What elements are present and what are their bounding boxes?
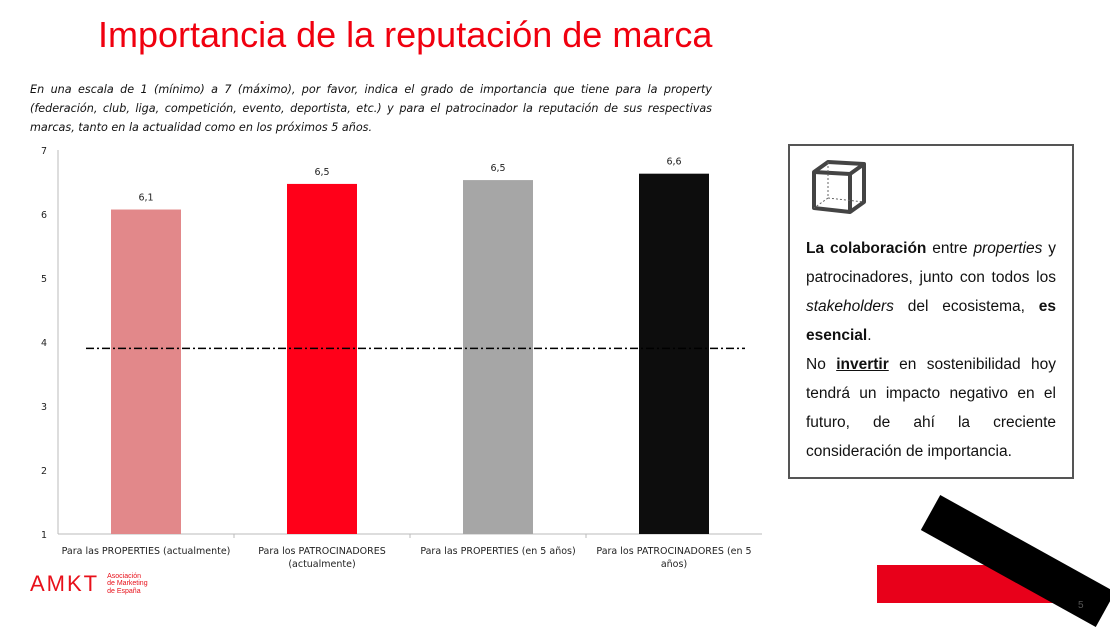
bar — [287, 183, 357, 535]
insight-text: La colaboración entre properties y patro… — [806, 234, 1056, 466]
x-tick-label: años) — [661, 559, 687, 570]
logo-mark: AMKT — [30, 571, 100, 596]
text: . — [867, 327, 872, 344]
y-tick-label: 4 — [41, 338, 47, 349]
italic-text: properties — [973, 240, 1043, 257]
data-label: 6,6 — [666, 157, 681, 168]
cube-icon — [812, 160, 866, 214]
text: No — [806, 356, 837, 373]
y-tick-label: 5 — [41, 274, 47, 285]
logo-line: de España — [107, 587, 141, 595]
y-tick-label: 6 — [41, 210, 47, 221]
bar — [111, 209, 181, 534]
x-tick-label: Para las PROPERTIES (en 5 años) — [420, 546, 575, 557]
text: entre — [926, 240, 974, 257]
data-label: 6,5 — [314, 167, 329, 178]
bold-text: es esencial — [806, 298, 1056, 344]
y-tick-label: 7 — [41, 146, 47, 157]
x-tick-label: Para las PROPERTIES (actualmente) — [62, 546, 231, 557]
bar — [639, 173, 709, 534]
x-tick-label: Para los PATROCINADORES (en 5 — [596, 546, 751, 557]
insight-box: La colaboración entre properties y patro… — [788, 144, 1074, 479]
bold-underlined-text: invertir — [836, 356, 889, 373]
amkt-logo: AMKT Asociación de Marketing de España — [30, 571, 148, 597]
x-tick-label: (actualmente) — [288, 559, 355, 570]
text: del ecosistema, — [893, 298, 1039, 315]
data-label: 6,5 — [490, 163, 505, 174]
slide-title: Importancia de la reputación de marca — [98, 14, 713, 55]
data-label: 6,1 — [138, 193, 153, 204]
text: y patrocinadores, junto con todos los — [806, 240, 1056, 286]
x-tick-label: Para los PATROCINADORES — [258, 546, 386, 557]
logo-line: de Marketing — [107, 580, 148, 588]
y-tick-label: 1 — [41, 530, 47, 541]
bold-text: La colaboración — [806, 240, 927, 257]
page-number: 5 — [1078, 600, 1084, 611]
logo-line: Asociación — [107, 572, 141, 580]
slide-subtitle: En una escala de 1 (mínimo) a 7 (máximo)… — [30, 83, 712, 134]
y-tick-label: 3 — [41, 402, 47, 413]
bar-chart: 1 2 3 4 5 6 7 6,1 Para las PROPERTIES (actualmen… — [41, 146, 762, 570]
y-tick-label: 2 — [41, 466, 47, 477]
italic-text: stakeholders — [806, 298, 894, 315]
text: en sostenibilidad hoy tendrá un impacto … — [806, 356, 1056, 460]
bar — [463, 180, 533, 534]
